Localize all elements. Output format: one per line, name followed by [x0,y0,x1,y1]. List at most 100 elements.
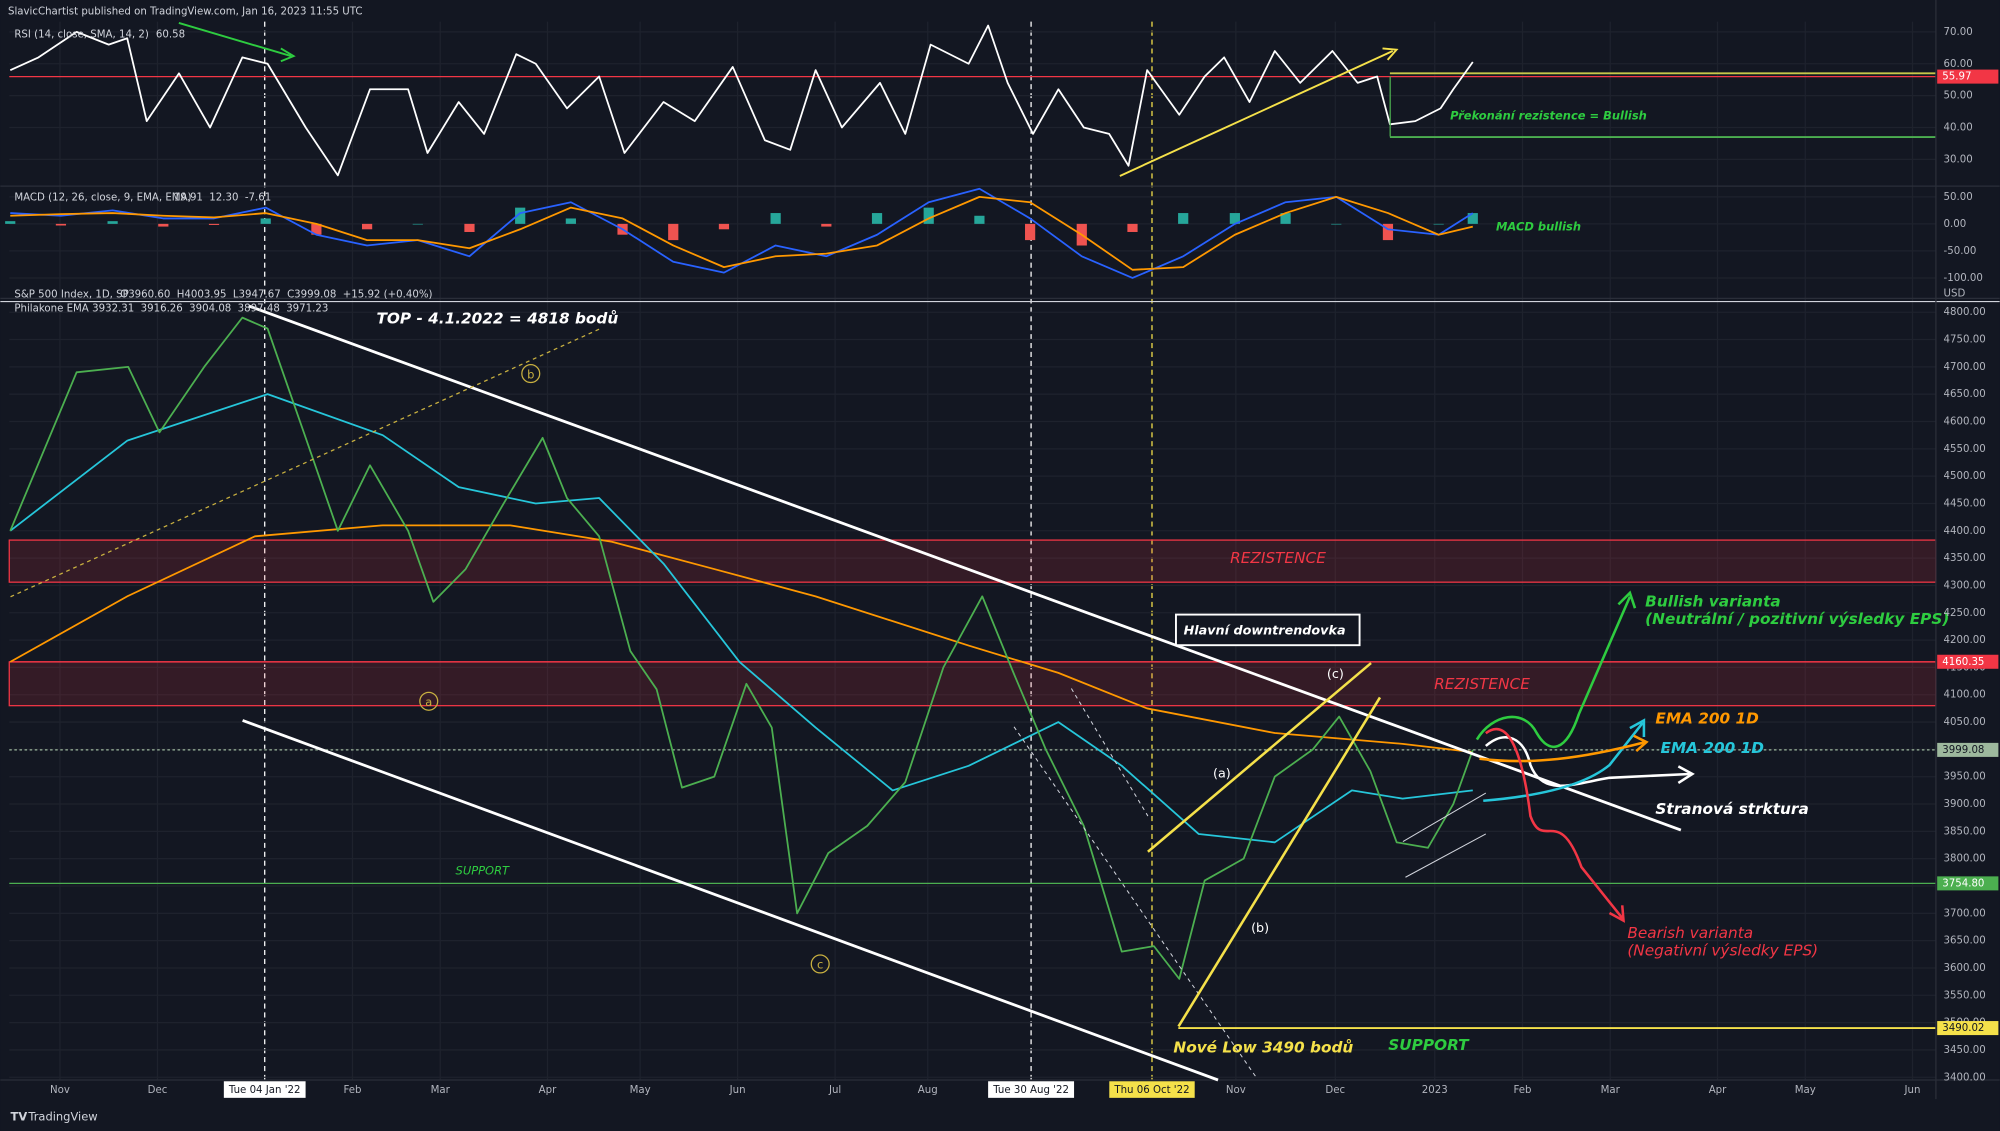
annotation: REZISTENCE [1230,549,1326,567]
histogram-bar [770,213,781,224]
wave-circle [810,954,830,974]
y-tick-label: 0.00 [1944,219,1967,230]
annotation: Bullish varianta [1645,592,1781,610]
price-marker [1937,69,1999,84]
x-tick-label: Apr [1709,1085,1727,1096]
legend-value: -7.61 [245,193,271,204]
annotation: Nové Low 3490 bodů [1173,1039,1353,1057]
x-tick-label: 2023 [1422,1085,1448,1096]
price-marker [1937,876,1999,891]
date-marker [988,1081,1075,1098]
y-tick-label: 50.00 [1944,91,1973,102]
y-tick-label: 4800.00 [1944,307,1986,318]
histogram-bar [1433,223,1444,225]
ema-projection [1483,722,1644,803]
price-marker-label: 3999.08 [1942,745,1984,756]
wave-circle [521,364,541,384]
y-tick-label: 3450.00 [1944,1045,1986,1056]
annotation: MACD bullish [1496,219,1581,233]
price-marker-label: 3754.80 [1942,878,1984,889]
histogram-bar [5,221,16,224]
x-tick-label: May [1795,1085,1816,1096]
pane-title: Philakone EMA [14,304,88,315]
x-tick-label: Dec [1325,1085,1345,1096]
histogram-bar [361,223,373,230]
x-tick-label: Jun [729,1085,746,1096]
legend-value: 3932.31 [92,304,134,315]
x-tick-label: Nov [1226,1085,1246,1096]
wave-label: (a) [1213,766,1231,781]
annotation: SUPPORT [456,863,511,877]
y-tick-label: 4350.00 [1944,553,1986,564]
x-tick-label: Aug [918,1085,938,1096]
y-tick-label: 4200.00 [1944,635,1986,646]
legend-value: 60.58 [156,29,185,40]
price-marker [1937,654,1999,669]
histogram-bar [1025,223,1036,241]
y-tick-label: 4600.00 [1944,417,1986,428]
y-tick-label: 3850.00 [1944,826,1986,837]
pane-title: S&P 500 Index, 1D, SP [14,290,128,301]
annotation: REZISTENCE [1434,675,1530,693]
arrow-head [1608,905,1625,923]
y-tick-label: 3700.00 [1944,908,1986,919]
annotation: (Negativní výsledky EPS) [1627,942,1818,960]
histogram-bar [208,223,220,225]
y-tick-label: -100.00 [1944,273,1983,284]
sideways-projection [1484,736,1690,787]
price-marker-label: 4160.35 [1942,657,1984,668]
wave-label: c [817,958,823,972]
rsi-trendline [1119,50,1394,177]
annotation: Překonání rezistence = Bullish [1450,109,1647,123]
legend-value: 3971.23 [286,304,328,315]
histogram-bar [871,213,883,224]
y-tick-label: 4550.00 [1944,444,1986,455]
zone [8,539,1937,583]
legend-value: +15.92 (+0.40%) [343,290,433,301]
annotation: Bearish varianta [1627,924,1753,942]
histogram-bar [1331,223,1342,225]
drawings [10,22,1695,1082]
y-tick-label: 3550.00 [1944,990,1986,1001]
overlay: 60.58 19.91 12.30 -7.61 O3960.60 H4003.95 L394… [92,27,1999,1098]
x-tick-label: Feb [1513,1085,1531,1096]
price-marker [1937,1021,1999,1036]
y-tick-label: 4500.00 [1944,471,1986,482]
footer-text: TradingView [27,1109,97,1123]
y-tick-label: 3900.00 [1944,799,1986,810]
legend-value: O3960.60 [120,290,170,301]
wedge-line [1177,696,1382,1028]
bullish-projection [1475,596,1632,749]
histogram-bar [668,223,679,241]
y-tick-label: 3600.00 [1944,963,1986,974]
x-tick-label: Jun [1904,1085,1921,1096]
annotation-box [1175,613,1361,647]
y-tick-label: 4100.00 [1944,690,1986,701]
annotation: Stranová strktura [1655,800,1808,818]
footer: TV TradingView [11,1109,98,1123]
histogram-bar [464,223,475,232]
annotation: (Neutrální / pozitivní výsledky EPS) [1645,610,1949,628]
legend-value: C3999.08 [287,290,336,301]
price-marker-label: 55.97 [1942,72,1971,83]
y-tick-label: -50.00 [1944,246,1977,257]
dotted-line [1070,688,1149,817]
ema-projection [1479,740,1646,763]
series-line [10,195,1474,271]
annotation: SUPPORT [1388,1036,1470,1054]
arrow-head [1629,718,1646,737]
y-tick-label: 60.00 [1944,59,1973,70]
publisher: SlavicChartist published on TradingView.… [8,6,363,17]
flag-line [1405,833,1487,878]
date-marker-label: Tue 30 Aug '22 [992,1085,1069,1096]
legend-value: L3947.67 [233,290,281,301]
y-tick-label: 40.00 [1944,123,1973,134]
annotation: Hlavní downtrendovka [1184,624,1346,639]
y-tick-label: 70.00 [1944,27,1973,38]
series-line [9,393,1473,844]
plot-area: Nov Dec Feb Mar Apr May Jun Jul Aug Nov Dec 2023 Feb… [5,21,1937,1096]
x-tick-label: May [630,1085,651,1096]
y-tick-label: 4700.00 [1944,362,1986,373]
legend-value: H4003.95 [177,290,227,301]
